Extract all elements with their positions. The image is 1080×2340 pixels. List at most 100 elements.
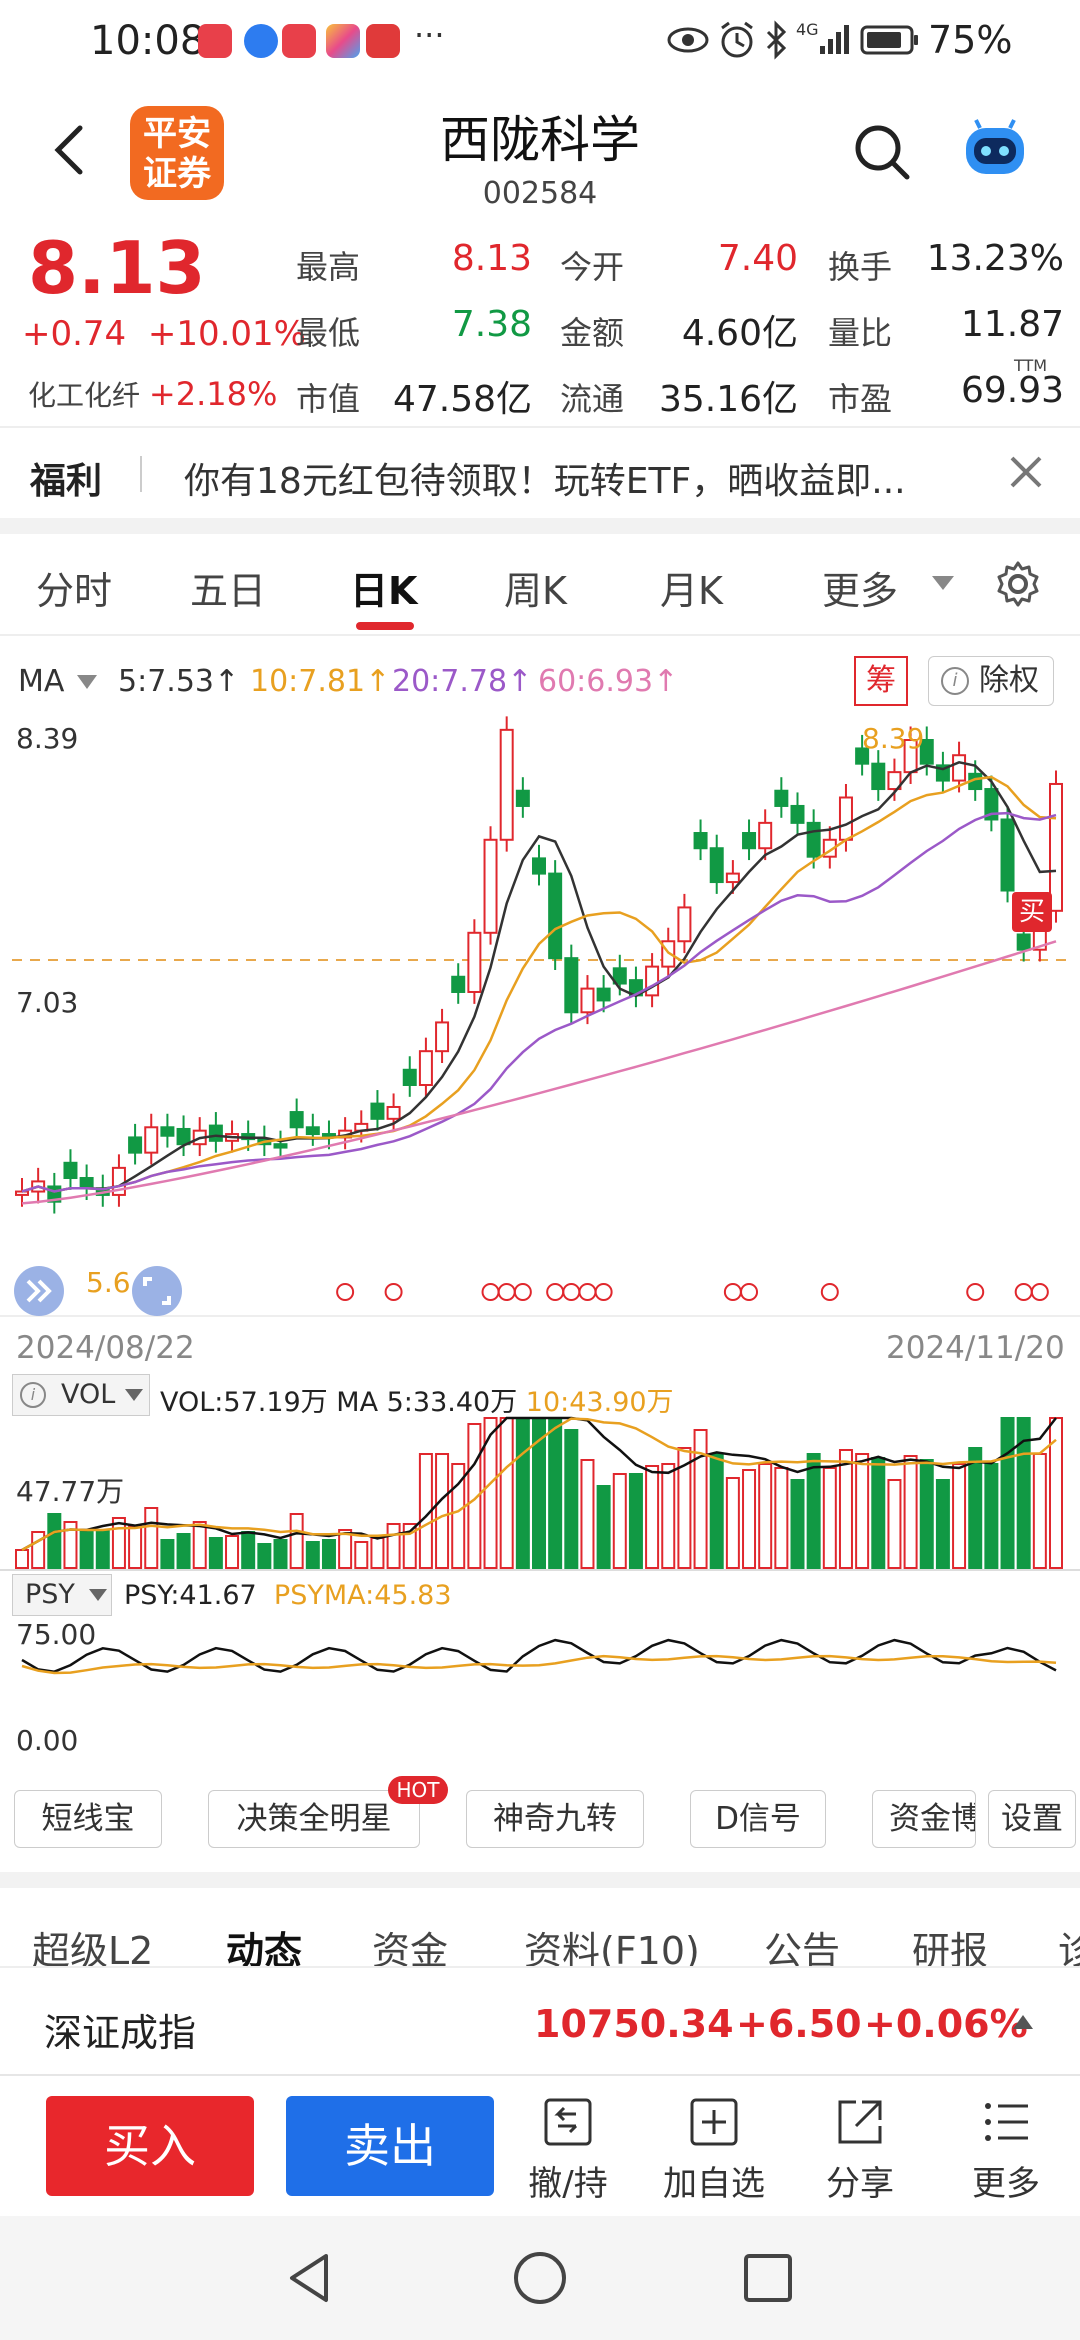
stock-code: 002584: [482, 176, 598, 211]
tool-settings[interactable]: 设置: [988, 1790, 1076, 1848]
index-pct: +0.06%: [864, 2002, 1028, 2046]
zoom-button[interactable]: [132, 1266, 182, 1316]
status-bar: 10:08 ··· 4G 75%: [0, 0, 1080, 84]
index-change: +6.50: [736, 2002, 862, 2046]
back-icon[interactable]: [42, 122, 98, 178]
index-ticker[interactable]: [0, 1966, 1080, 2074]
eye-icon: [667, 27, 709, 53]
chip-distribution-button[interactable]: 筹: [854, 656, 908, 706]
vol-value: VOL:57.19万: [160, 1387, 328, 1418]
double-chevron-icon: [26, 1279, 52, 1303]
tab-weekly-k[interactable]: 周K: [504, 569, 567, 613]
logo-line2: 证券: [143, 154, 211, 194]
robot-assistant-icon[interactable]: [960, 118, 1030, 182]
volume-ma-lines: [21, 1416, 1057, 1552]
tool-short-line[interactable]: 短线宝: [14, 1790, 162, 1848]
search-icon[interactable]: [852, 122, 912, 182]
ma-selector[interactable]: MA: [18, 664, 64, 699]
quote-value: 8.13: [451, 238, 532, 279]
ma5-value: 5:7.53↑: [118, 664, 240, 699]
index-value: 10750.34: [534, 2002, 734, 2046]
nav-recents-icon[interactable]: [742, 2252, 794, 2304]
vol-ma5-value: MA 5:33.40万: [336, 1387, 518, 1418]
price-change-value: +0.74: [22, 314, 127, 354]
add-watchlist-button[interactable]: 加自选: [654, 2096, 774, 2205]
more-notifications-icon: ···: [414, 16, 445, 54]
hot-badge: HOT: [388, 1776, 448, 1804]
chevron-up-icon[interactable]: [1012, 2014, 1034, 2030]
tab-monthly-k[interactable]: 月K: [660, 569, 723, 613]
tool-decision-star[interactable]: 决策全明星: [208, 1790, 420, 1848]
tool-capital[interactable]: 资金博: [872, 1790, 976, 1848]
share-icon: [838, 2100, 882, 2144]
sector-change[interactable]: 化工化纤 +2.18%: [28, 374, 277, 414]
close-icon[interactable]: [1006, 452, 1046, 492]
price-change: +0.74 +10.01%: [22, 314, 306, 354]
ma20-value: 20:7.78↑: [392, 664, 533, 699]
volume-bars: [15, 1417, 1063, 1569]
psy-top-label: 75.00: [16, 1618, 97, 1651]
section-gap: [0, 1872, 1080, 1888]
tab-research[interactable]: 研报: [912, 1929, 989, 1973]
kline-chart[interactable]: [0, 700, 1080, 1780]
ma-lines: [21, 760, 1057, 1205]
broker-logo: 平安 证券: [130, 106, 224, 200]
sell-button[interactable]: 卖出: [286, 2096, 494, 2196]
y-mid-label: 7.03: [16, 986, 79, 1019]
nav-back-icon[interactable]: [282, 2250, 338, 2306]
tab-capital[interactable]: 资金: [372, 1929, 449, 1973]
battery-icon: [860, 25, 918, 55]
active-tab-indicator: [356, 622, 414, 630]
tab-f10[interactable]: 资料(F10): [524, 1929, 700, 1973]
section-gap: [0, 518, 1080, 534]
share-button[interactable]: 分享: [800, 2096, 920, 2205]
cancel-hold-button[interactable]: 撤/持: [508, 2096, 628, 2205]
tab-diagnosis[interactable]: 诊: [1058, 1929, 1080, 1973]
price-change-pct: +10.01%: [147, 314, 306, 354]
cancel-hold-label: 撤/持: [528, 2164, 608, 2204]
chevron-down-icon: [125, 1389, 143, 1401]
quote-value: 7.40: [717, 238, 798, 279]
psy-values: PSY:41.67 PSYMA:45.83: [124, 1580, 452, 1611]
vol-values: VOL:57.19万 MA 5:33.40万 10:43.90万: [160, 1380, 674, 1419]
tab-five-day[interactable]: 五日: [190, 569, 267, 613]
psy-indicator-label: PSY: [25, 1579, 75, 1610]
gear-icon[interactable]: [994, 560, 1042, 608]
vol-indicator-label: VOL: [61, 1379, 116, 1410]
vol-indicator-selector[interactable]: VOL: [12, 1374, 150, 1416]
add-icon: [690, 2098, 738, 2146]
more-button[interactable]: 更多: [946, 2096, 1066, 2205]
buy-button[interactable]: 买入: [46, 2096, 254, 2196]
quote-value: 69.93: [960, 370, 1064, 411]
chevron-down-icon[interactable]: [76, 674, 98, 690]
quote-label: 金额: [560, 314, 625, 352]
welfare-banner-text[interactable]: 你有18元红包待领取！玩转ETF，晒收益即...: [184, 461, 906, 502]
tab-daily-k[interactable]: 日K: [350, 569, 418, 613]
quote-value: 35.16亿: [658, 379, 798, 420]
buy-marker[interactable]: 买: [1012, 892, 1052, 932]
quote-label: 量比: [828, 314, 893, 352]
quote-value: 11.87: [960, 304, 1064, 345]
share-label: 分享: [826, 2164, 894, 2204]
more-label: 更多: [972, 2164, 1040, 2204]
nav-home-icon[interactable]: [512, 2250, 568, 2306]
tab-news[interactable]: 动态: [226, 1929, 303, 1973]
sector-pct: +2.18%: [148, 375, 278, 413]
system-nav-bar: [0, 2216, 1080, 2340]
tab-super-l2[interactable]: 超级L2: [32, 1929, 154, 1973]
ttm-label: TTM: [1014, 356, 1048, 375]
tool-magic-nine[interactable]: 神奇九转: [466, 1790, 644, 1848]
tab-intraday[interactable]: 分时: [36, 569, 113, 613]
tool-d-signal[interactable]: D信号: [690, 1790, 826, 1848]
tab-more[interactable]: 更多: [822, 569, 899, 613]
tab-announcement[interactable]: 公告: [764, 1929, 841, 1973]
x-start-date: 2024/08/22: [16, 1330, 195, 1366]
alarm-icon: [721, 21, 753, 58]
quote-label: 市盈: [828, 380, 893, 418]
quote-value: 47.58亿: [392, 379, 532, 420]
quote-value: 13.23%: [926, 238, 1064, 279]
battery-percent: 75%: [928, 18, 1013, 62]
chevron-down-icon[interactable]: [930, 574, 956, 592]
ex-rights-button[interactable]: i 除权: [928, 656, 1054, 706]
quote-label: 最低: [296, 314, 361, 352]
